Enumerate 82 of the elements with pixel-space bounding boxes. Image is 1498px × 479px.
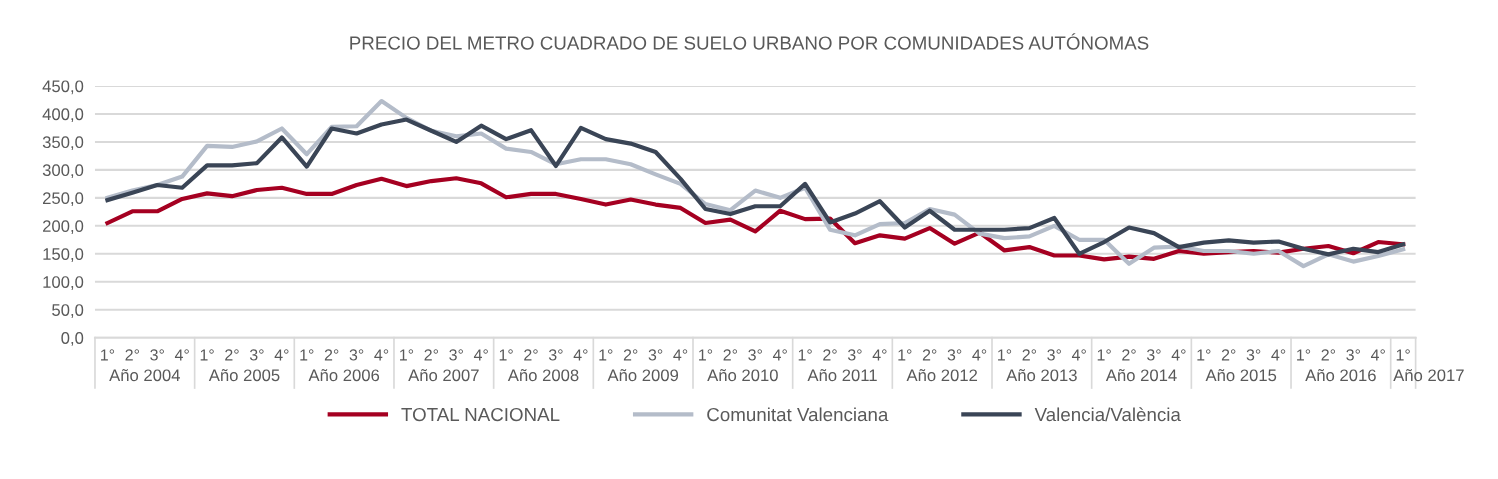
x-tick-label: 1° [300,349,314,361]
x-tick-label: 1° [699,349,713,361]
y-tick-label: 50,0 [52,304,84,318]
legend-label: Comunitat Valenciana [707,407,889,422]
text: Año 2009 [607,369,679,382]
x-tick-label: 1° [1197,349,1211,361]
x-tick-label: 2° [1122,349,1136,361]
y-tick-label: 300,0 [42,164,84,179]
x-tick-label: 4° [1370,349,1385,361]
x-tick-label: 4° [1171,349,1186,361]
x-tick-label: 3° [947,349,962,361]
y-tick-label: 450,0 [42,80,84,95]
text: Año 2013 [1006,369,1077,382]
text: Año 2017 [1393,369,1464,382]
text: Año 2011 [807,369,877,382]
x-tick-label: 2° [125,349,140,361]
x-tick-label: 4° [772,349,787,361]
text: Año 2005 [208,369,280,382]
x-tick-label: 3° [449,349,463,361]
x-tick-label: 4° [174,349,189,361]
x-tick-label: 3° [249,349,264,361]
text: Año 2004 [109,369,180,382]
text: Año 2006 [308,369,380,382]
x-tick-label: 2° [922,349,937,361]
text: Año 2016 [1305,369,1376,382]
x-tick-label: 4° [972,349,987,361]
x-tick-label: 4° [872,349,887,361]
x-tick-label: 3° [150,349,164,361]
x-tick-label: 4° [1071,349,1086,361]
x-tick-label: 2° [324,349,339,361]
x-tick-label: 2° [225,349,239,361]
y-tick-label: 350,0 [42,136,84,151]
text: Año 2010 [707,369,778,382]
x-tick-label: 3° [1246,349,1261,361]
legend-label: TOTAL NACIONAL [401,407,560,422]
x-tick-label: 1° [798,349,812,361]
x-tick-label: 2° [1221,349,1236,361]
text: Año 2007 [408,369,479,382]
x-tick-label: 3° [748,349,762,361]
x-tick-label: 2° [623,349,638,361]
x-tick-label: 3° [548,349,563,361]
x-tick-label: 1° [499,349,513,361]
text: Año 2015 [1205,369,1277,382]
x-tick-label: 1° [101,349,115,361]
text: Año 2012 [906,369,978,382]
x-tick-label: 4° [473,349,488,361]
y-tick-label: 250,0 [43,192,84,207]
y-tick-label: 200,0 [43,220,84,234]
x-tick-label: 2° [1321,349,1336,361]
x-tick-label: 3° [1047,349,1061,361]
x-tick-label: 3° [349,349,364,361]
x-tick-label: 1° [1396,349,1410,361]
x-tick-label: 1° [1297,349,1311,361]
x-tick-label: 1° [898,349,912,361]
x-tick-label: 1° [599,349,613,361]
x-tick-label: 2° [723,349,738,361]
text: Año 2008 [507,369,579,382]
chart-title: PRECIO DEL METRO CUADRADO DE SUELO URBANO POR COMUNIDADES AUTÓNOMAS [350,33,1149,50]
x-tick-label: 4° [573,349,588,361]
y-tick-label: 150,0 [43,248,84,262]
x-tick-label: 1° [200,349,214,361]
x-tick-label: 3° [847,349,862,361]
y-tick-label: 100,0 [43,276,84,290]
x-tick-label: 1° [1097,349,1111,361]
x-tick-label: 2° [524,349,538,361]
line-series [105,117,1406,257]
x-tick-label: 2° [823,349,837,361]
x-tick-label: 4° [274,349,289,361]
text: Año 2014 [1105,369,1177,382]
x-tick-label: 3° [1346,349,1360,361]
x-tick-label: 4° [1271,349,1286,361]
x-tick-label: 3° [648,349,663,361]
x-tick-label: 2° [424,349,439,361]
y-tick-label: 0,0 [61,332,84,346]
x-tick-label: 1° [400,349,414,361]
legend-label: Valencia/València [1034,407,1181,422]
x-tick-label: 3° [1146,349,1161,361]
x-tick-label: 1° [998,349,1012,361]
x-tick-label: 4° [374,349,389,361]
x-tick-label: 2° [1022,349,1037,361]
y-tick-label: 400,0 [42,108,84,123]
x-tick-label: 4° [673,349,688,361]
